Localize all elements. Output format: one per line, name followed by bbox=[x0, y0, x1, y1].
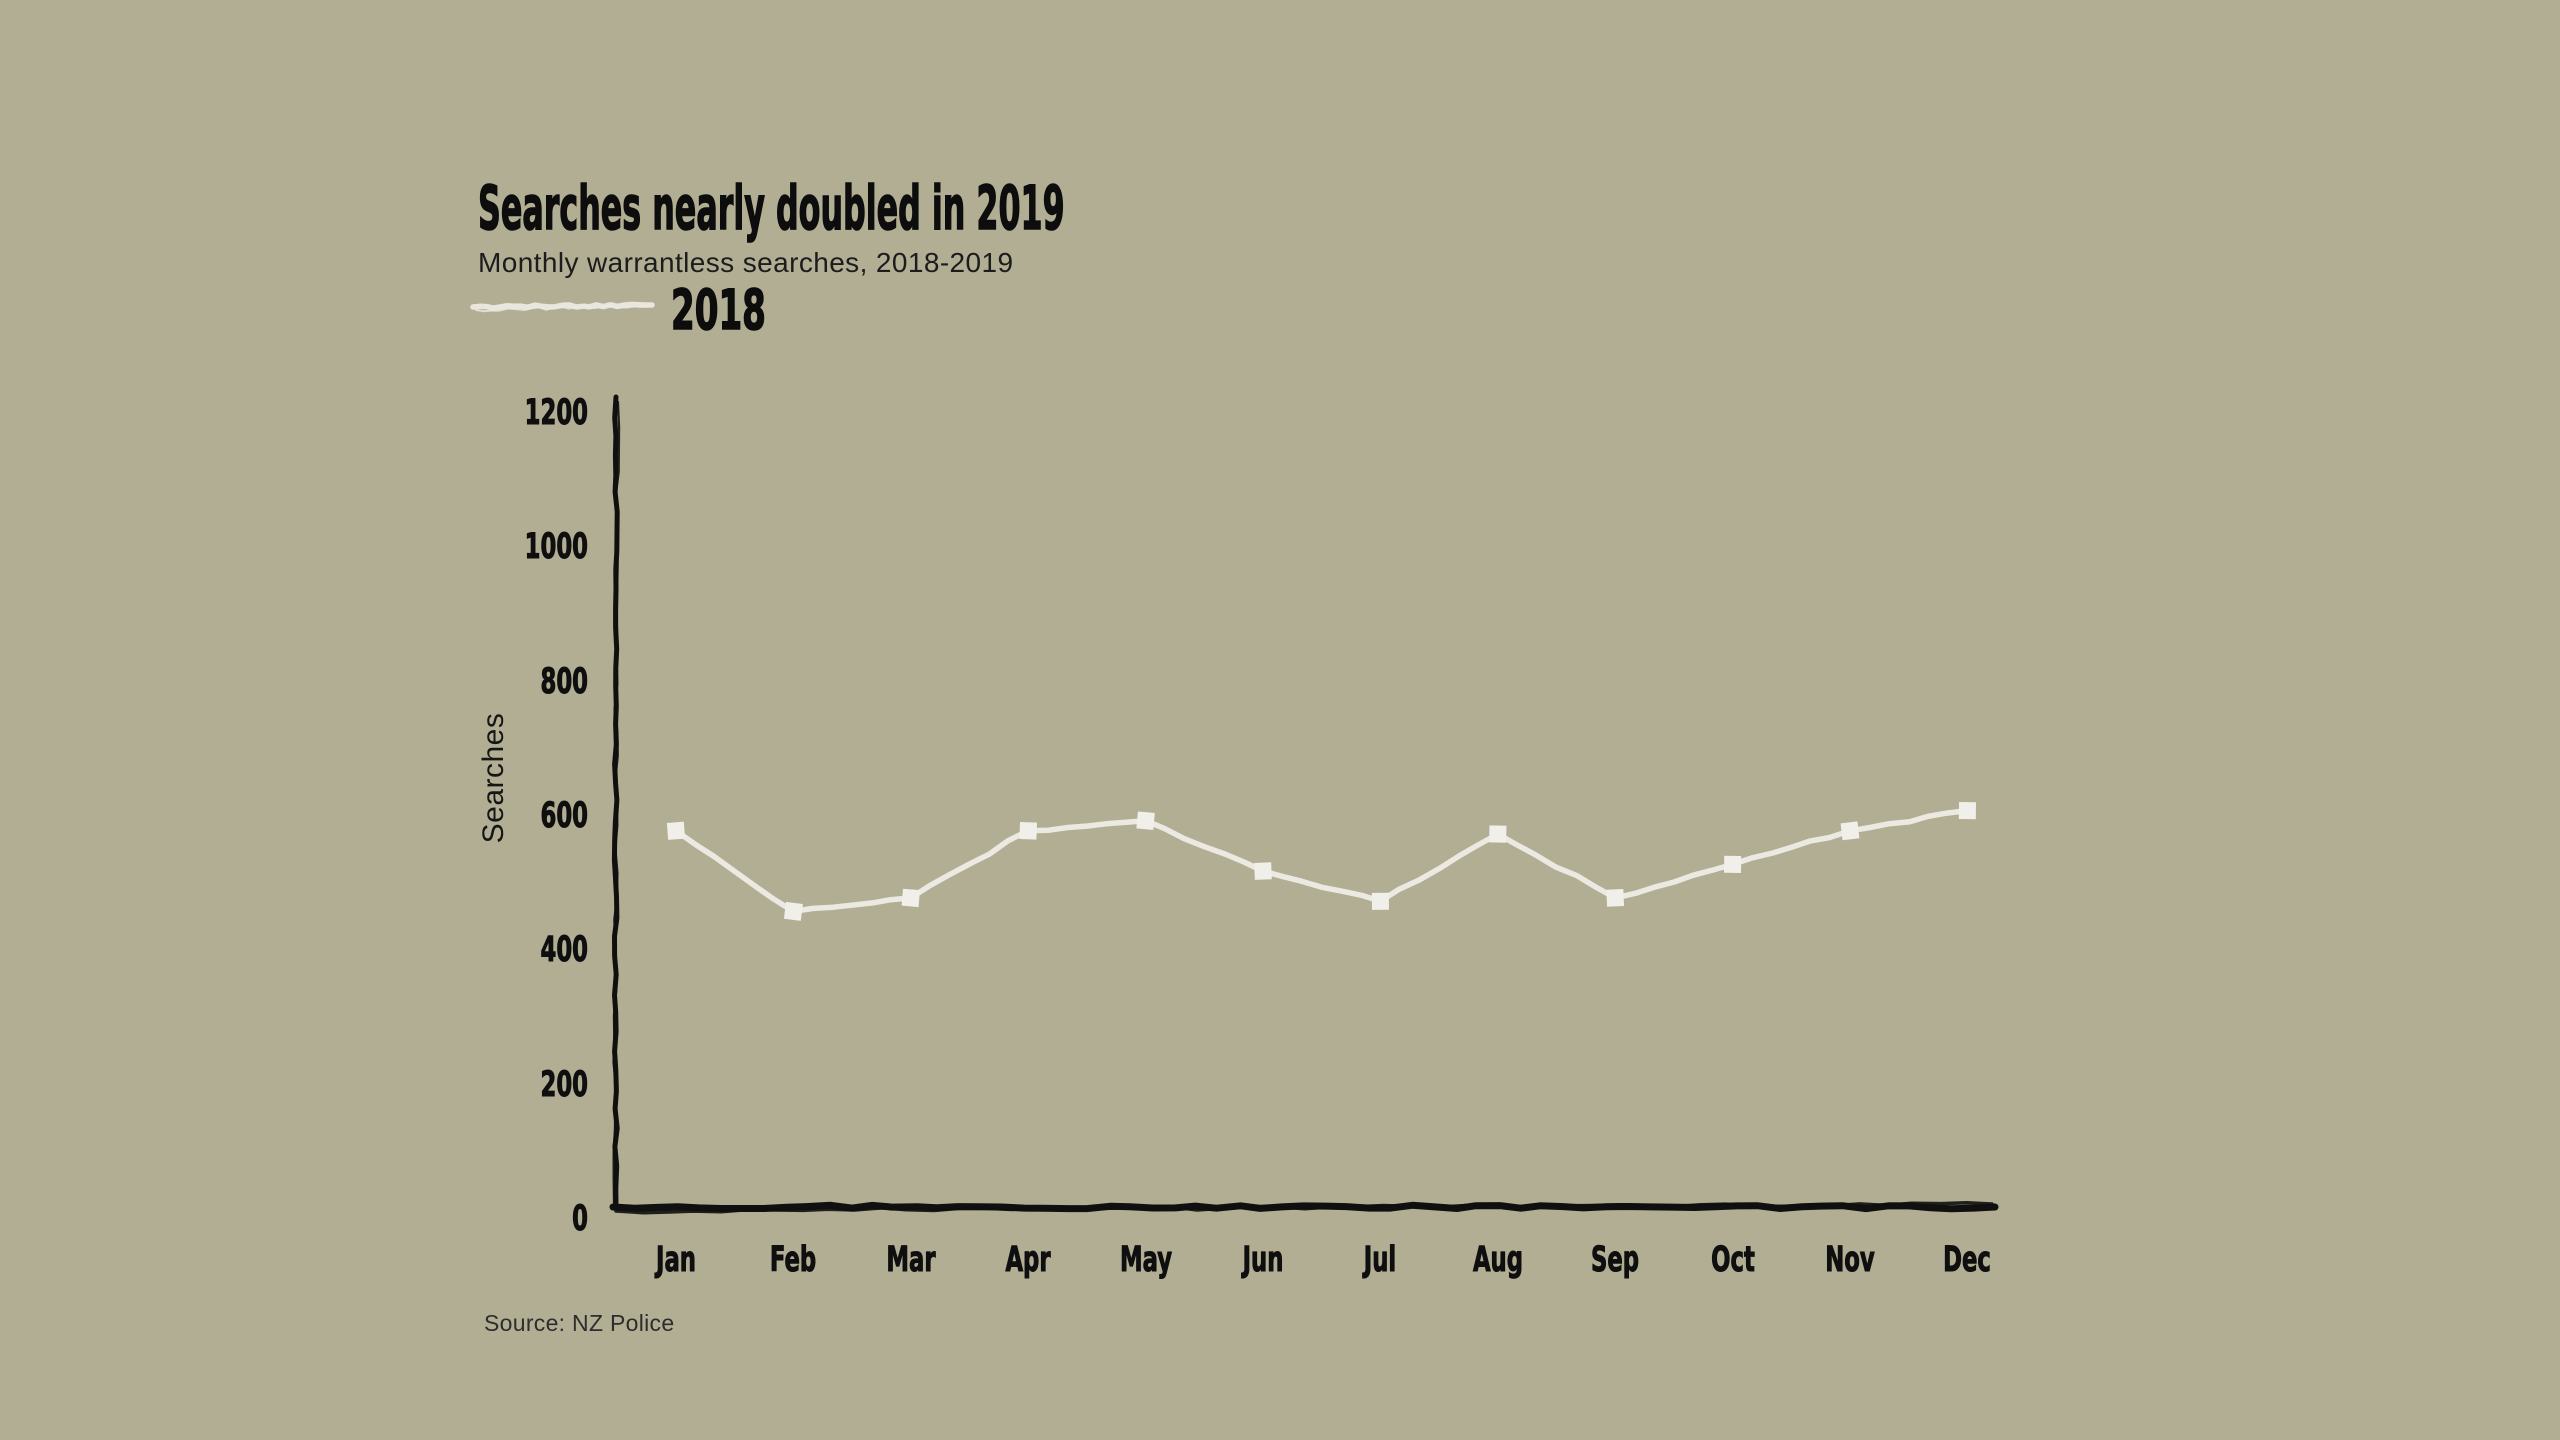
x-tick-label-jan: Jan bbox=[655, 1239, 697, 1280]
chart-title: Searches nearly doubled in 2019 bbox=[478, 173, 1065, 244]
data-point-marker-sep bbox=[1606, 889, 1625, 907]
data-point-marker-apr bbox=[1019, 822, 1037, 840]
y-tick-label-0: 0 bbox=[572, 1198, 589, 1239]
x-tick-label-nov: Nov bbox=[1825, 1239, 1875, 1280]
x-tick-label-mar: Mar bbox=[886, 1239, 936, 1280]
data-point-marker-jan bbox=[666, 821, 686, 840]
legend-line-swatch bbox=[470, 301, 655, 311]
y-tick-label-400: 400 bbox=[540, 929, 588, 970]
x-tick-label-apr: Apr bbox=[1005, 1239, 1051, 1280]
legend-label-2018: 2018 bbox=[671, 278, 767, 342]
x-tick-label-oct: Oct bbox=[1711, 1239, 1755, 1280]
x-tick-label-feb: Feb bbox=[769, 1239, 817, 1280]
chart-subtitle: Monthly warrantless searches, 2018-2019 bbox=[478, 247, 1014, 278]
x-tick-label-may: May bbox=[1119, 1239, 1173, 1280]
data-point-marker-feb bbox=[783, 901, 803, 921]
x-tick-label-jun: Jun bbox=[1242, 1239, 1284, 1280]
data-point-marker-mar bbox=[901, 888, 920, 908]
data-point-marker-jul bbox=[1371, 892, 1390, 910]
y-tick-label-200: 200 bbox=[540, 1064, 588, 1105]
y-tick-label-1200: 1200 bbox=[524, 392, 588, 433]
source-note: Source: NZ Police bbox=[484, 1310, 675, 1336]
series-line-2018 bbox=[673, 807, 1971, 915]
data-point-marker-jun bbox=[1254, 862, 1272, 880]
data-point-marker-nov bbox=[1840, 821, 1860, 841]
y-tick-label-600: 600 bbox=[540, 795, 588, 836]
x-tick-label-jul: Jul bbox=[1363, 1239, 1397, 1280]
x-tick-label-aug: Aug bbox=[1472, 1239, 1524, 1280]
data-point-marker-oct bbox=[1723, 855, 1742, 874]
y-tick-label-1000: 1000 bbox=[524, 526, 588, 567]
x-axis-line-texture bbox=[614, 1200, 1994, 1215]
data-point-marker-aug bbox=[1489, 825, 1507, 843]
y-tick-label-800: 800 bbox=[540, 661, 588, 702]
legend-line-swatch-texture bbox=[475, 304, 650, 313]
data-point-marker-may bbox=[1136, 811, 1155, 830]
x-tick-label-sep: Sep bbox=[1590, 1239, 1640, 1280]
y-axis-line-texture bbox=[612, 400, 621, 1205]
data-point-marker-dec bbox=[1958, 801, 1977, 820]
x-tick-label-dec: Dec bbox=[1943, 1239, 1992, 1280]
